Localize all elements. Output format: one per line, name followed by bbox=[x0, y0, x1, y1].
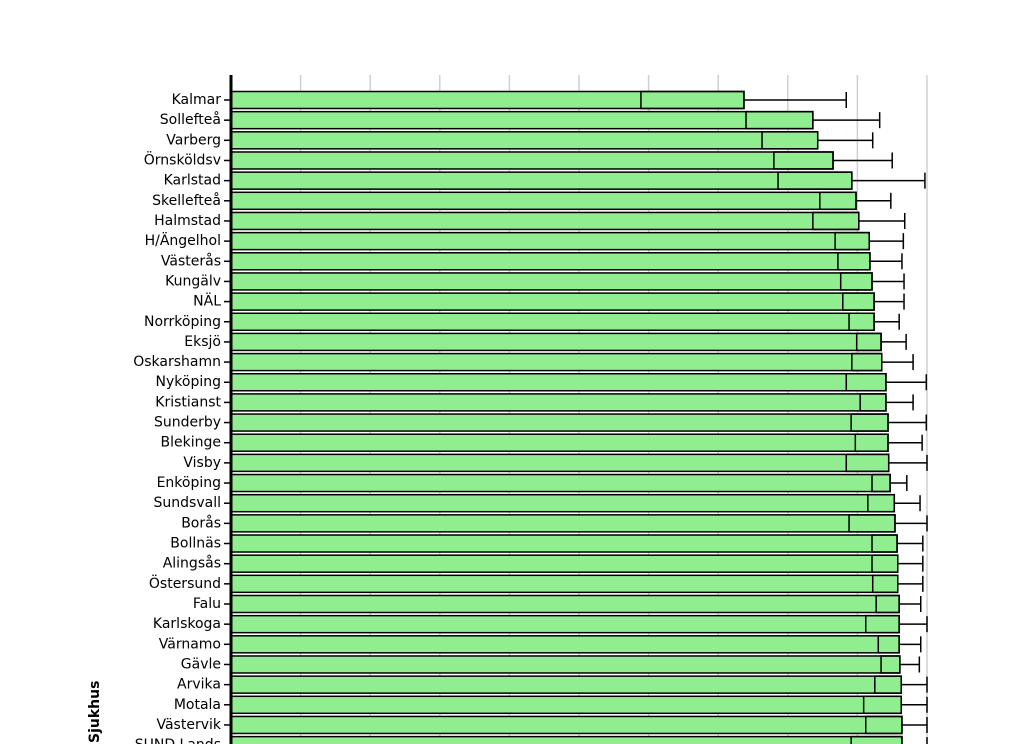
y-tick-label: Västervik bbox=[156, 717, 221, 733]
bar bbox=[230, 675, 902, 694]
y-tick-label: Örnsköldsv bbox=[144, 150, 221, 168]
y-tick-label: Gävle bbox=[181, 656, 221, 672]
y-tick-label: Blekinge bbox=[161, 435, 221, 451]
y-tick-label: Visby bbox=[183, 455, 221, 471]
bar bbox=[230, 252, 871, 271]
y-tick-label: Värnamo bbox=[159, 636, 221, 652]
bar bbox=[230, 393, 887, 412]
ci-box bbox=[851, 352, 883, 372]
bar bbox=[230, 473, 891, 493]
ci-box bbox=[745, 110, 814, 130]
y-tick-label: Kungälv bbox=[165, 273, 221, 289]
y-tick-label: Halmstad bbox=[154, 213, 221, 229]
y-tick-label: Nyköping bbox=[156, 374, 221, 390]
bar bbox=[230, 534, 898, 553]
ci-box bbox=[848, 514, 896, 533]
bar bbox=[230, 594, 900, 614]
ci-box bbox=[640, 90, 745, 110]
y-tick-label: Borås bbox=[181, 514, 221, 531]
y-tick-label: Motala bbox=[174, 697, 221, 713]
y-tick-label: Oskarshamn bbox=[133, 354, 221, 370]
bar bbox=[230, 514, 896, 533]
y-tick-label: SUND Lands bbox=[135, 737, 221, 744]
bar bbox=[230, 211, 860, 231]
bar bbox=[230, 171, 853, 190]
y-tick-label: Kalmar bbox=[172, 92, 222, 108]
y-tick-label: Alingsås bbox=[163, 555, 221, 572]
y-tick-label: Östersund bbox=[149, 574, 221, 592]
y-tick-label: Västerås bbox=[161, 252, 221, 269]
y-tick-label: Karlstad bbox=[164, 173, 221, 189]
y-tick-label: Enköping bbox=[157, 475, 221, 491]
bar bbox=[230, 272, 873, 291]
bar bbox=[230, 352, 883, 372]
ci-box bbox=[855, 332, 882, 352]
bar bbox=[230, 655, 901, 674]
y-tick-label: Eksjö bbox=[184, 334, 221, 350]
ci-box bbox=[761, 131, 819, 150]
bar bbox=[230, 312, 875, 332]
bar bbox=[230, 231, 870, 251]
y-tick-label: Bollnäs bbox=[170, 536, 221, 552]
bar bbox=[230, 453, 890, 473]
y-tick-label: Karlskoga bbox=[153, 616, 221, 632]
bar bbox=[230, 554, 899, 573]
bar bbox=[230, 715, 903, 735]
bar bbox=[230, 110, 814, 130]
bar bbox=[230, 574, 899, 594]
bar bbox=[230, 433, 889, 452]
y-tick-label: Norrköping bbox=[144, 314, 221, 330]
y-axis-label: Sjukhus bbox=[87, 681, 103, 743]
bar bbox=[230, 614, 900, 634]
bar bbox=[230, 191, 857, 211]
bar bbox=[230, 493, 896, 513]
y-tick-label: Sollefteå bbox=[160, 111, 221, 128]
bar bbox=[230, 695, 902, 715]
y-tick-label: Sunderby bbox=[154, 415, 221, 431]
bar bbox=[230, 90, 745, 110]
y-tick-label: H/Ängelhol bbox=[145, 231, 221, 249]
y-tick-label: Arvika bbox=[177, 677, 221, 693]
ci-box bbox=[850, 735, 903, 744]
y-tick-label: NÄL bbox=[193, 292, 221, 310]
bar bbox=[230, 332, 882, 352]
y-tick-label: Falu bbox=[193, 596, 221, 612]
bar bbox=[230, 131, 819, 150]
bar bbox=[230, 151, 834, 170]
y-tick-label: Kristianst bbox=[155, 394, 221, 410]
ci-box bbox=[871, 574, 899, 594]
bar bbox=[230, 372, 887, 392]
bar bbox=[230, 292, 875, 311]
y-tick-label: Sundsvall bbox=[154, 495, 221, 511]
bar bbox=[230, 635, 900, 654]
y-tick-label: Varberg bbox=[166, 132, 221, 148]
y-tick-label: Skellefteå bbox=[152, 192, 221, 209]
bar bbox=[230, 413, 889, 432]
bar bbox=[230, 735, 903, 744]
